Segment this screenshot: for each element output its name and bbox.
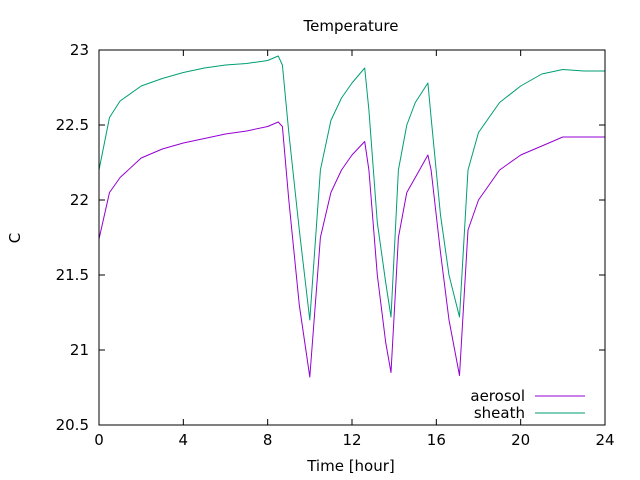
- x-tick-label: 8: [263, 431, 273, 449]
- plot-frame: [98, 49, 606, 426]
- chart-title: Temperature: [302, 17, 398, 35]
- x-tick-label: 24: [595, 431, 614, 449]
- tick-group: 0 4 8 12 16 20 24 20.5 21 21.5 22 22.5 23: [56, 41, 615, 449]
- series-group: [98, 55, 605, 378]
- legend-label-sheath: sheath: [474, 404, 525, 422]
- x-tick-label: 20: [511, 431, 530, 449]
- y-tick-label: 22: [70, 191, 89, 209]
- x-tick-label: 4: [179, 431, 189, 449]
- y-tick-label: 21.5: [56, 266, 89, 284]
- series-line-sheath: [98, 55, 605, 321]
- x-tick-label: 12: [342, 431, 361, 449]
- x-tick-label: 0: [94, 431, 104, 449]
- legend-label-aerosol: aerosol: [470, 387, 525, 405]
- y-tick-label: 20.5: [56, 416, 89, 434]
- y-tick-label: 21: [70, 341, 89, 359]
- y-axis-label: C: [6, 233, 24, 243]
- y-tick-label: 22.5: [56, 116, 89, 134]
- x-axis-label: Time [hour]: [306, 457, 395, 475]
- y-tick-label: 23: [70, 41, 89, 59]
- series-line-aerosol: [98, 121, 605, 378]
- x-tick-label: 16: [427, 431, 446, 449]
